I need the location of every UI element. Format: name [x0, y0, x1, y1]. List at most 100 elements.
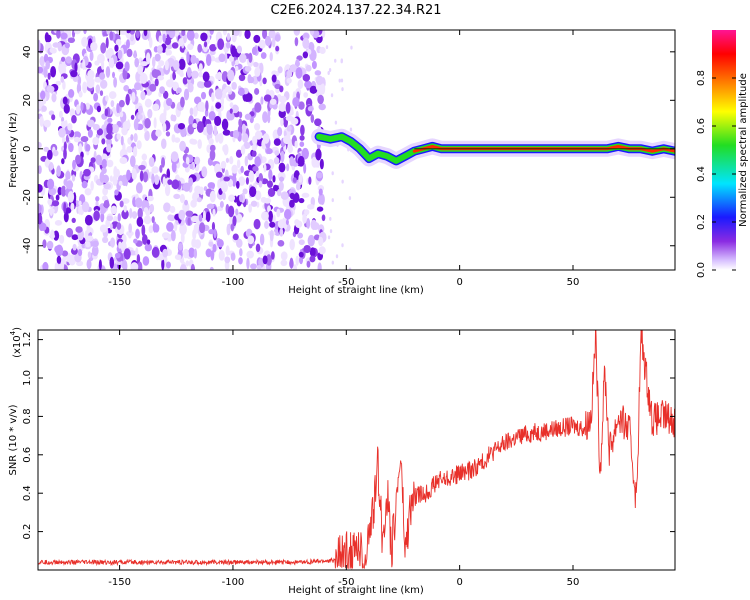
noise-blob — [248, 52, 253, 63]
noise-blob — [289, 199, 295, 208]
noise-blob — [134, 57, 140, 68]
noise-blob — [280, 259, 288, 267]
noise-blob — [188, 115, 194, 127]
noise-blob — [235, 208, 239, 216]
noise-blob — [226, 223, 231, 236]
noise-blob — [263, 197, 272, 204]
noise-blob — [145, 52, 151, 65]
noise-blob — [179, 264, 187, 270]
noise-blob — [252, 165, 259, 172]
noise-blob — [300, 124, 305, 136]
noise-blob — [244, 155, 248, 167]
noise-blob — [113, 77, 118, 88]
noise-blob — [179, 44, 186, 53]
noise-blob — [60, 32, 68, 40]
noise-blob — [92, 123, 100, 131]
noise-blob — [268, 30, 276, 39]
noise-blob — [202, 210, 206, 222]
noise-blob — [262, 133, 270, 144]
spectrogram-xtick-label: -50 — [338, 277, 354, 288]
noise-blob — [92, 136, 100, 146]
noise-blob — [213, 125, 218, 137]
noise-blob — [115, 61, 124, 70]
noise-blob — [225, 157, 230, 163]
noise-blob — [198, 71, 203, 78]
noise-blob — [108, 91, 117, 100]
noise-blob — [110, 205, 118, 215]
noise-blob — [213, 228, 217, 239]
noise-blob — [220, 95, 225, 107]
noise-blob — [122, 120, 131, 130]
noise-blob — [222, 144, 226, 153]
noise-blob — [142, 171, 149, 183]
noise-blob — [95, 154, 103, 166]
noise-blob — [229, 108, 233, 114]
noise-blob — [165, 261, 171, 269]
noise-blob — [139, 170, 144, 182]
noise-blob — [244, 30, 251, 40]
noise-blob — [232, 233, 239, 241]
noise-blob — [267, 114, 271, 124]
noise-blob — [134, 82, 142, 91]
noise-blob — [38, 183, 43, 193]
noise-blob — [63, 103, 70, 114]
noise-blob — [46, 240, 54, 250]
noise-blob — [209, 190, 216, 203]
noise-blob — [232, 30, 240, 37]
noise-blob — [119, 111, 124, 118]
noise-speckle — [329, 216, 332, 221]
noise-blob — [222, 89, 227, 99]
noise-blob — [189, 138, 196, 145]
noise-blob — [234, 65, 239, 72]
noise-blob — [303, 245, 311, 254]
noise-blob — [172, 114, 177, 122]
noise-blob — [302, 37, 310, 49]
spectrogram-ylabel: Frequency (Hz) — [8, 112, 19, 188]
spectrogram-ytick-label: -40 — [22, 238, 33, 254]
noise-blob — [295, 182, 301, 191]
noise-blob — [169, 205, 176, 214]
spectrogram-ytick-label: 20 — [22, 94, 33, 107]
noise-blob — [154, 174, 160, 186]
noise-blob — [61, 250, 69, 257]
snr-line — [38, 330, 675, 570]
noise-blob — [164, 37, 172, 46]
noise-blob — [80, 101, 84, 111]
noise-blob — [242, 188, 248, 195]
noise-blob — [155, 129, 162, 137]
noise-speckle — [348, 267, 352, 270]
noise-blob — [221, 118, 229, 131]
noise-blob — [139, 72, 148, 84]
noise-blob — [116, 103, 120, 114]
noise-blob — [106, 215, 114, 221]
noise-blob — [161, 258, 165, 270]
noise-blob — [42, 239, 47, 249]
snr-frame — [37, 329, 676, 571]
noise-blob — [276, 189, 282, 197]
noise-blob — [152, 221, 157, 233]
noise-blob — [96, 128, 104, 136]
noise-blob — [109, 31, 114, 41]
noise-blob — [126, 30, 131, 34]
noise-blob — [108, 56, 112, 68]
noise-blob — [99, 224, 108, 233]
noise-blob — [311, 156, 318, 168]
noise-speckle — [338, 78, 341, 83]
noise-blob — [68, 89, 75, 98]
noise-blob — [253, 34, 261, 44]
noise-blob — [78, 200, 82, 206]
noise-blob — [245, 177, 249, 185]
noise-blob — [128, 223, 133, 233]
spectrogram-xtick-label: 50 — [567, 277, 580, 288]
noise-blob — [114, 189, 119, 196]
noise-speckle — [341, 87, 344, 92]
noise-blob — [209, 144, 216, 152]
noise-blob — [129, 207, 133, 219]
noise-blob — [75, 226, 83, 233]
noise-blob — [126, 169, 131, 181]
noise-blob — [141, 153, 148, 161]
noise-blob — [205, 211, 211, 223]
noise-blob — [212, 243, 217, 253]
noise-blob — [125, 39, 130, 49]
snr-ytick-label: 0.8 — [22, 408, 33, 424]
